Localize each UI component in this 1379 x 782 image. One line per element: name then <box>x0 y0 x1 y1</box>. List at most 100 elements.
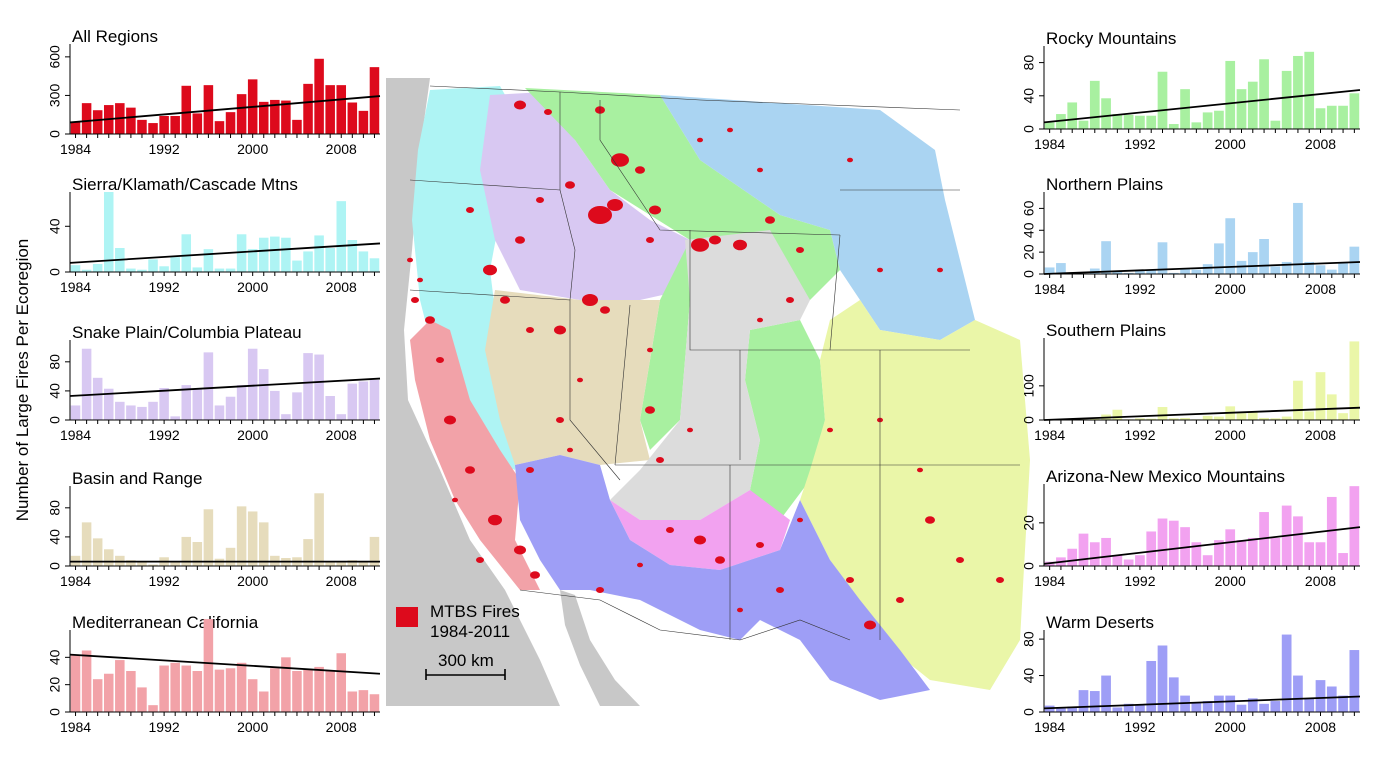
bar <box>358 251 369 272</box>
fire-perimeter <box>646 237 654 243</box>
panel-rocky-mountains: Rocky Mountains 0 40 80 1984 1992 2000 2008 <box>1021 29 1361 152</box>
bar <box>70 405 81 420</box>
bar <box>214 268 225 272</box>
bar <box>369 536 380 566</box>
x-tick-label: 2008 <box>326 719 357 735</box>
bar <box>1349 650 1360 712</box>
fire-perimeter <box>544 109 552 115</box>
bar <box>292 671 302 712</box>
bar <box>1270 266 1281 274</box>
bar <box>159 665 169 712</box>
region-unclassified <box>610 230 810 520</box>
x-tick-label: 1984 <box>1034 136 1065 152</box>
bar <box>1225 60 1236 129</box>
fire-perimeter <box>864 620 876 630</box>
bar <box>1338 553 1348 566</box>
bar <box>115 401 125 420</box>
bar <box>225 668 236 712</box>
fire-perimeter <box>526 467 534 473</box>
x-tick-label: 2008 <box>326 573 357 589</box>
x-tick-label: 1984 <box>60 719 91 735</box>
fire-perimeter <box>436 357 444 363</box>
bar <box>1101 537 1111 566</box>
trend-line <box>1043 89 1361 124</box>
x-tick-label: 2000 <box>1215 573 1246 589</box>
bar <box>1247 698 1258 712</box>
bar <box>258 691 269 712</box>
fire-perimeter <box>607 199 623 211</box>
fire-perimeter <box>582 294 598 306</box>
fire-perimeter <box>757 167 763 173</box>
bar <box>1146 418 1157 420</box>
bar <box>203 509 214 566</box>
bar <box>1315 372 1326 420</box>
bar <box>181 85 192 134</box>
panel-title: Rocky Mountains <box>1046 29 1176 48</box>
bar <box>225 268 236 272</box>
bar <box>1338 263 1348 274</box>
bar <box>258 522 269 566</box>
bar <box>137 406 147 420</box>
x-tick-label: 2000 <box>237 719 268 735</box>
bar <box>203 249 214 272</box>
bar <box>159 116 169 134</box>
bar <box>170 662 180 712</box>
fire-perimeter <box>776 587 784 593</box>
bar <box>236 506 247 566</box>
bar <box>1304 411 1315 420</box>
fire-perimeter <box>488 514 502 526</box>
bar <box>148 705 158 712</box>
bar <box>314 354 324 420</box>
bar <box>1293 675 1303 712</box>
fire-perimeter <box>877 267 883 273</box>
bar <box>247 249 258 272</box>
bar <box>103 549 114 566</box>
bar <box>1157 407 1168 420</box>
x-tick-label: 2008 <box>1305 136 1336 152</box>
x-tick-label: 2000 <box>237 573 268 589</box>
x-tick-label: 1984 <box>1034 573 1065 589</box>
bar <box>1304 698 1315 712</box>
bar <box>81 269 92 272</box>
bar <box>281 237 291 272</box>
state-borders <box>409 85 1020 641</box>
x-tick-label: 1992 <box>1124 573 1155 589</box>
y-tick-label: 60 <box>1021 200 1037 216</box>
bar <box>236 662 247 712</box>
fire-perimeter <box>715 556 725 564</box>
fire-perimeter <box>637 562 643 568</box>
y-tick-label: 40 <box>1021 88 1037 104</box>
panel-title: Arizona-New Mexico Mountains <box>1046 467 1285 486</box>
x-tick-label: 2000 <box>237 279 268 295</box>
bar <box>1135 418 1145 420</box>
x-tick-label: 1984 <box>60 141 91 157</box>
fire-perimeter <box>733 239 747 251</box>
y-tick-label: 80 <box>1021 55 1037 71</box>
fire-perimeter <box>827 427 833 433</box>
panel-title: All Regions <box>72 27 158 46</box>
fire-perimeter <box>709 235 721 245</box>
fire-perimeter <box>526 327 534 333</box>
bar <box>1225 218 1236 274</box>
fire-perimeter <box>565 181 575 189</box>
bar <box>236 94 247 134</box>
fire-perimeter <box>846 577 854 583</box>
x-tick-label: 2008 <box>326 279 357 295</box>
border-wy <box>689 230 841 351</box>
bar <box>92 538 103 566</box>
fire-perimeter <box>425 316 435 324</box>
y-tick-label: 300 <box>47 84 63 108</box>
y-tick-label: 20 <box>47 677 63 693</box>
fire-perimeter <box>757 317 763 323</box>
bar <box>1304 542 1315 566</box>
border-nv-ut <box>614 304 631 466</box>
bar <box>369 258 380 272</box>
bar <box>1157 518 1168 566</box>
bar <box>170 562 180 566</box>
bar <box>303 669 313 712</box>
bar <box>1326 394 1337 420</box>
x-tick-label: 2000 <box>1215 719 1246 735</box>
bar <box>1247 537 1258 566</box>
x-tick-label: 2008 <box>1305 281 1336 297</box>
x-tick-label: 1984 <box>60 279 91 295</box>
